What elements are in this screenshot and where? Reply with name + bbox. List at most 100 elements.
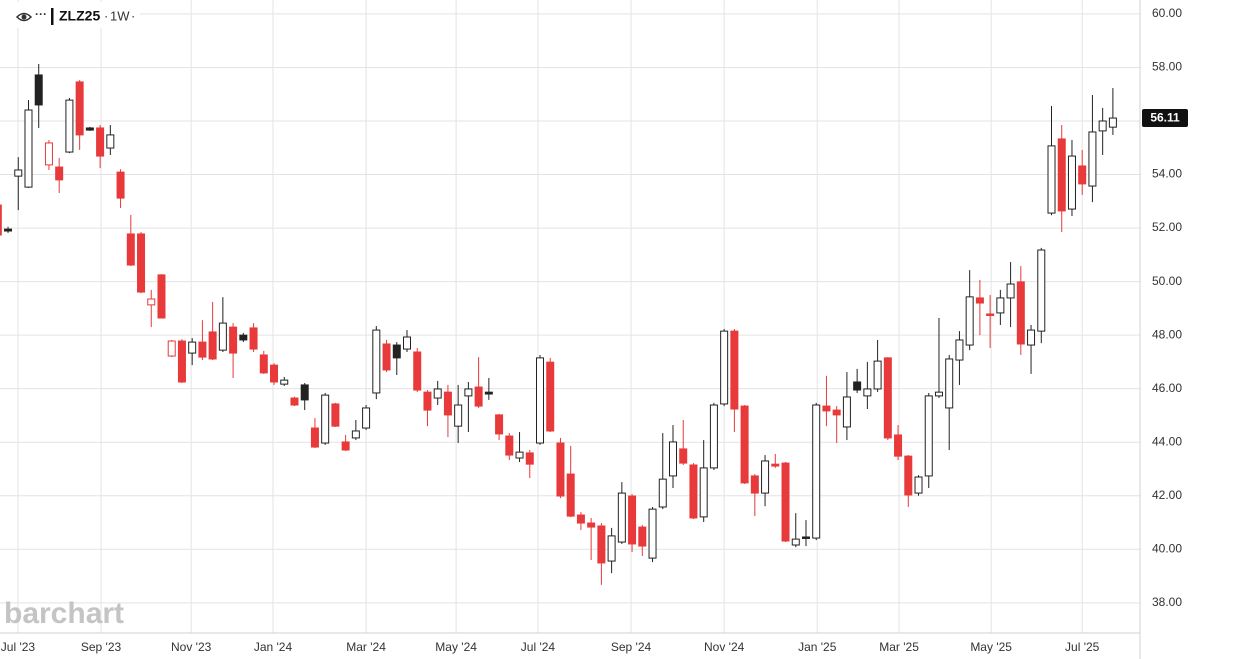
candle-body	[986, 313, 995, 316]
candle-body	[495, 414, 504, 435]
eye-pupil	[21, 14, 27, 20]
candle-body	[126, 233, 135, 266]
y-tick-label: 46.00	[1152, 381, 1182, 395]
candle-body	[812, 404, 821, 539]
y-tick-label: 40.00	[1152, 541, 1182, 555]
candle-body	[955, 339, 964, 361]
candle-body	[842, 396, 851, 428]
x-tick-label: Mar '25	[879, 640, 919, 654]
candle-body	[413, 351, 422, 391]
x-tick-label: Jul '25	[1065, 640, 1100, 654]
x-tick-label: Sep '23	[81, 640, 122, 654]
candle-body	[198, 341, 207, 358]
candle-body	[1078, 165, 1087, 185]
candle-body	[801, 536, 810, 539]
candle-body	[14, 169, 23, 177]
x-tick-label: May '24	[435, 640, 477, 654]
symbol-bar	[51, 8, 54, 25]
candle-body	[474, 386, 483, 407]
x-tick-label: Jul '23	[1, 640, 36, 654]
candles	[0, 63, 1117, 585]
candle-body	[709, 404, 718, 469]
candle-body	[300, 384, 309, 401]
eye-icon[interactable]	[15, 12, 33, 22]
menu-dots[interactable]: ···	[35, 7, 47, 21]
candle-body	[996, 297, 1005, 314]
x-tick-label: Mar '24	[346, 640, 386, 654]
candle-body	[934, 391, 943, 397]
candle-body	[791, 538, 800, 546]
candle-body	[822, 405, 831, 412]
candle-body	[1016, 281, 1025, 345]
candle-body	[116, 171, 125, 199]
candle-body	[44, 142, 53, 166]
y-tick-label: 60.00	[1152, 6, 1182, 20]
y-tick-label: 58.00	[1152, 60, 1182, 74]
last-price-label: 56.11	[1150, 111, 1180, 125]
candle-body	[423, 391, 432, 411]
x-tick-label: Jan '25	[798, 640, 837, 654]
y-tick-label: 50.00	[1152, 274, 1182, 288]
candle-body	[832, 409, 841, 416]
candle-body	[761, 460, 770, 494]
interval: 1W	[110, 8, 130, 23]
candle-body	[218, 322, 227, 351]
candle-body	[863, 388, 872, 397]
candle-body	[945, 358, 954, 409]
candle-body	[372, 329, 381, 394]
candle-body	[464, 388, 473, 397]
candle-body	[24, 109, 33, 188]
candle-body	[106, 134, 115, 149]
candle-body	[0, 204, 2, 236]
y-tick-label: 54.00	[1152, 167, 1182, 181]
grid	[0, 0, 1140, 633]
y-tick-label: 48.00	[1152, 327, 1182, 341]
candle-body	[34, 74, 43, 106]
candle-body	[668, 441, 677, 477]
candle-body	[484, 391, 493, 395]
y-tick-label: 42.00	[1152, 488, 1182, 502]
candle-body	[556, 442, 565, 497]
candle-body	[699, 467, 708, 518]
candle-body	[924, 395, 933, 477]
candle-body	[454, 404, 463, 427]
candle-body	[536, 357, 544, 444]
candle-body	[341, 441, 350, 451]
candle-body	[1027, 329, 1036, 346]
candle-body	[85, 127, 94, 131]
candle-body	[147, 298, 156, 306]
candle-body	[310, 427, 319, 448]
candle-body	[4, 228, 13, 232]
candle-body	[188, 341, 197, 354]
candle-body	[351, 430, 360, 439]
y-tick-label: 38.00	[1152, 595, 1182, 609]
y-tick-label: 52.00	[1152, 220, 1182, 234]
candle-body	[1108, 117, 1117, 128]
candle-body	[750, 475, 759, 494]
dot: ·	[131, 8, 135, 23]
candle-body	[771, 463, 780, 467]
candle-body	[505, 435, 514, 456]
candle-body	[628, 495, 637, 545]
x-tick-label: Sep '24	[611, 640, 652, 654]
last-price-box	[1142, 109, 1188, 128]
candle-body	[382, 343, 391, 371]
candle-body	[75, 81, 84, 136]
candle-body	[679, 448, 688, 464]
candle-body	[1088, 131, 1097, 187]
last-price: 56.11	[1142, 109, 1188, 128]
candle-body	[515, 451, 524, 459]
candle-body	[137, 233, 146, 293]
candle-body	[720, 330, 729, 405]
candle-body	[597, 525, 606, 564]
candle-body	[638, 526, 647, 547]
candle-body	[904, 455, 913, 496]
x-tick-label: Nov '23	[171, 640, 212, 654]
candle-body	[433, 388, 442, 399]
watermark: barchart	[4, 597, 124, 630]
candle-body	[55, 166, 64, 181]
candle-body	[96, 127, 105, 157]
x-tick-label: May '25	[970, 640, 1012, 654]
y-tick-label: 44.00	[1152, 434, 1182, 448]
